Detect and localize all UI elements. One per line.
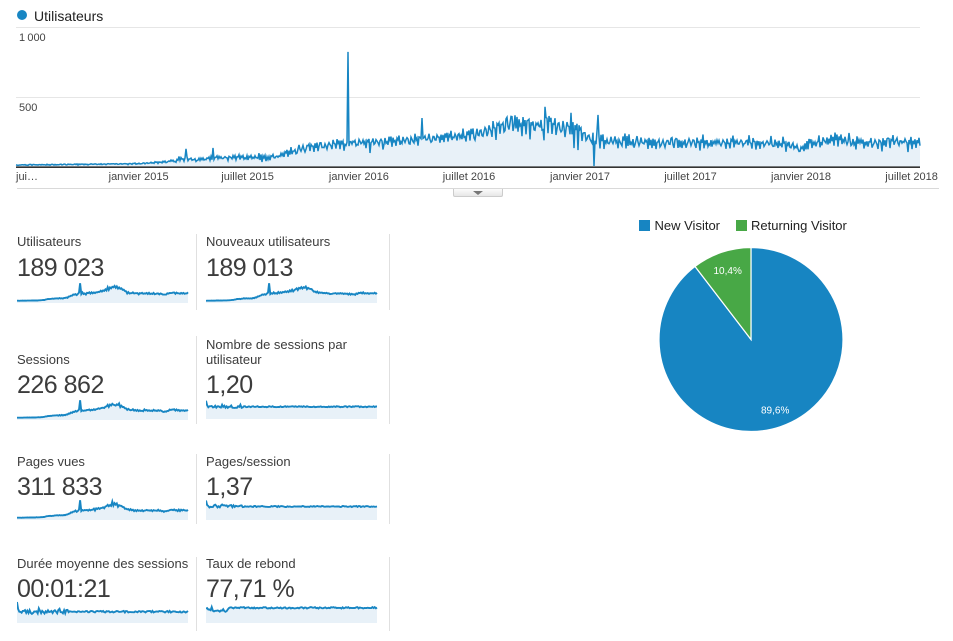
svg-text:89,6%: 89,6% [761,405,789,416]
svg-text:10,4%: 10,4% [714,266,742,277]
